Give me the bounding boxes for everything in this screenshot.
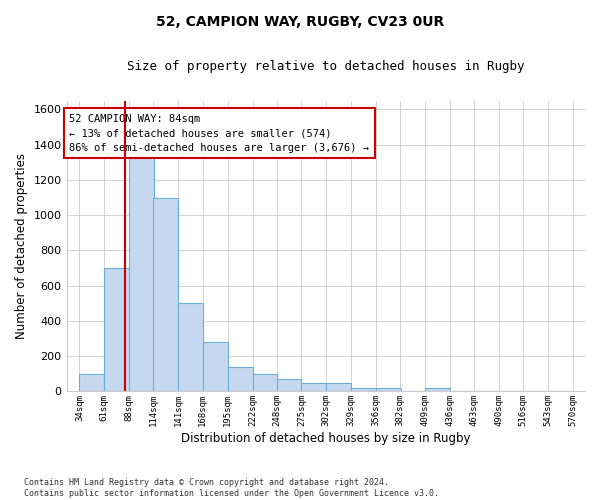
Bar <box>227 366 253 392</box>
Bar <box>203 342 227 392</box>
Text: Contains HM Land Registry data © Crown copyright and database right 2024.
Contai: Contains HM Land Registry data © Crown c… <box>24 478 439 498</box>
Bar <box>129 157 154 392</box>
Bar <box>376 388 401 392</box>
Bar <box>79 374 104 392</box>
Bar <box>326 382 351 392</box>
X-axis label: Distribution of detached houses by size in Rugby: Distribution of detached houses by size … <box>181 432 470 445</box>
Text: 52, CAMPION WAY, RUGBY, CV23 0UR: 52, CAMPION WAY, RUGBY, CV23 0UR <box>156 15 444 29</box>
Bar <box>104 268 129 392</box>
Bar <box>425 388 449 392</box>
Bar <box>178 304 203 392</box>
Bar <box>301 382 326 392</box>
Title: Size of property relative to detached houses in Rugby: Size of property relative to detached ho… <box>127 60 524 73</box>
Text: 52 CAMPION WAY: 84sqm
← 13% of detached houses are smaller (574)
86% of semi-det: 52 CAMPION WAY: 84sqm ← 13% of detached … <box>70 114 370 153</box>
Bar <box>253 374 277 392</box>
Bar <box>153 198 178 392</box>
Y-axis label: Number of detached properties: Number of detached properties <box>15 153 28 339</box>
Bar <box>351 388 376 392</box>
Bar <box>277 379 301 392</box>
